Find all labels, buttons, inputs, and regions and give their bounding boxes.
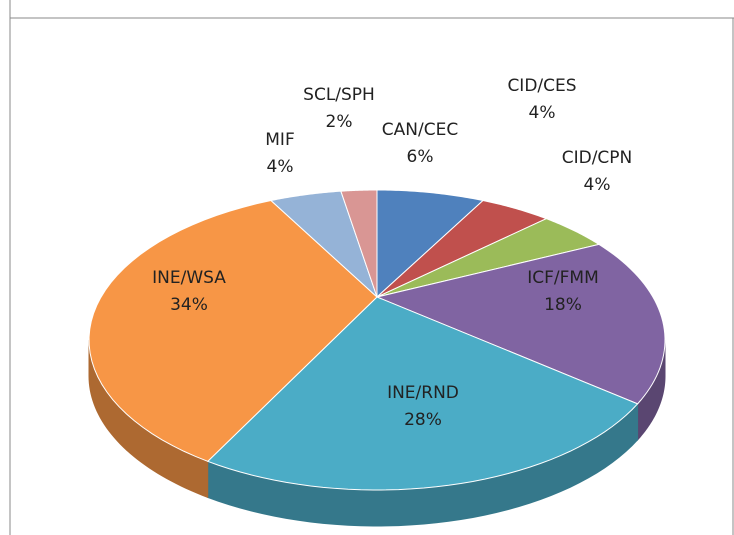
slice	[376, 189, 485, 299]
slice-value-label: 28%	[404, 410, 442, 430]
slice-value-label: 2%	[326, 112, 353, 132]
slice-label: SCL/SPH	[303, 85, 375, 105]
slice-label: ICF/FMM	[527, 268, 599, 288]
slice-value-label: 6%	[407, 147, 434, 167]
slice-value-label: 4%	[267, 157, 294, 177]
slice	[269, 190, 378, 298]
slice-label: CAN/CEC	[382, 120, 458, 140]
slice-label: INE/WSA	[152, 268, 226, 288]
slice	[88, 199, 378, 462]
slice	[376, 199, 548, 298]
slice	[376, 218, 601, 298]
slice-label: INE/RND	[387, 383, 459, 403]
slice	[340, 189, 378, 298]
slice-label: CID/CES	[507, 76, 576, 96]
slice-value-label: 4%	[529, 103, 556, 123]
slice	[206, 296, 639, 491]
slice-label: CID/CPN	[562, 148, 633, 168]
slice-value-label: 4%	[584, 175, 611, 195]
slice-label: MIF	[265, 130, 294, 150]
slice-value-label: 18%	[544, 295, 582, 315]
slice	[375, 243, 666, 405]
slice-value-label: 34%	[170, 295, 208, 315]
